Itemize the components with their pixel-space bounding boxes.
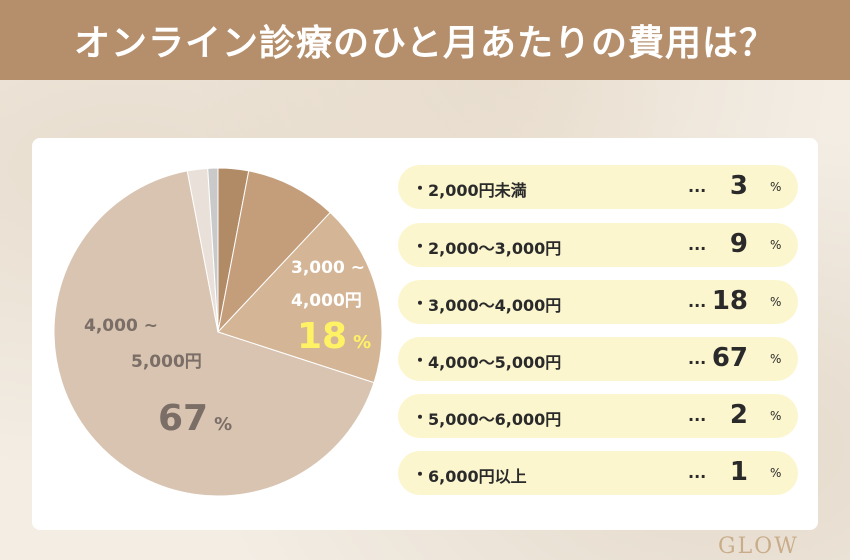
legend-value: 67: [711, 343, 748, 373]
bullet: ・: [412, 179, 429, 198]
legend-category: 6,000円以上: [428, 467, 527, 486]
legend-row: ・ 4,000〜5,000円 ... 67 %: [398, 337, 798, 381]
bullet: ・: [412, 237, 429, 256]
bullet: ・: [412, 408, 429, 427]
pie-slice-1: [217, 170, 331, 334]
legend-row: ・ 5,000〜6,000円 ... 2 %: [398, 394, 798, 438]
legend-category: 5,000〜6,000円: [428, 410, 562, 429]
title-banner: オンライン診療のひと月あたりの費用は？: [0, 0, 850, 80]
legend-value: 1: [729, 457, 748, 487]
legend-value: 2: [729, 400, 748, 430]
legend-row: ・ 2,000〜3,000円 ... 9 %: [398, 223, 798, 267]
legend-unit: %: [770, 409, 782, 423]
slice-label-4000-5000-line2: 5,000円: [131, 352, 202, 372]
legend-unit: %: [770, 180, 782, 194]
legend-row: ・ 3,000〜4,000円 ... 18 %: [398, 280, 798, 324]
page-title: オンライン診療のひと月あたりの費用は？: [74, 23, 776, 64]
legend-dots: ...: [688, 177, 707, 196]
legend-value: 18: [711, 286, 748, 316]
slice-label-3000-4000-line1: 3,000 ~: [291, 258, 365, 278]
slice-value-4000-5000: 67%: [158, 398, 233, 439]
legend-unit: %: [770, 295, 782, 309]
legend-value: 3: [729, 171, 748, 201]
legend-category: 3,000〜4,000円: [428, 296, 562, 315]
legend-category: 2,000〜3,000円: [428, 239, 562, 258]
pie-slice-3: [53, 170, 375, 497]
pie-slice-2: [217, 211, 383, 384]
legend-category: 4,000〜5,000円: [428, 353, 562, 372]
pie-slice-5: [207, 167, 219, 333]
legend-dots: ...: [688, 292, 707, 311]
bullet: ・: [412, 294, 429, 313]
slice-value-3000-4000: 18%: [297, 316, 372, 357]
legend-row: ・ 6,000円以上 ... 1 %: [398, 451, 798, 495]
legend-row: ・ 2,000円未満 ... 3 %: [398, 165, 798, 209]
legend-unit: %: [770, 466, 782, 480]
legend-dots: ...: [688, 463, 707, 482]
legend-value: 9: [729, 229, 748, 259]
legend-dots: ...: [688, 235, 707, 254]
legend-unit: %: [770, 238, 782, 252]
bullet: ・: [412, 465, 429, 484]
legend-dots: ...: [688, 349, 707, 368]
slice-label-3000-4000-line2: 4,000円: [291, 291, 362, 311]
legend-dots: ...: [688, 406, 707, 425]
brand-logo: GLOW: [718, 534, 799, 559]
bullet: ・: [412, 351, 429, 370]
slice-label-4000-5000-line1: 4,000 ~: [84, 316, 158, 336]
legend-category: 2,000円未満: [428, 181, 527, 200]
legend-unit: %: [770, 352, 782, 366]
